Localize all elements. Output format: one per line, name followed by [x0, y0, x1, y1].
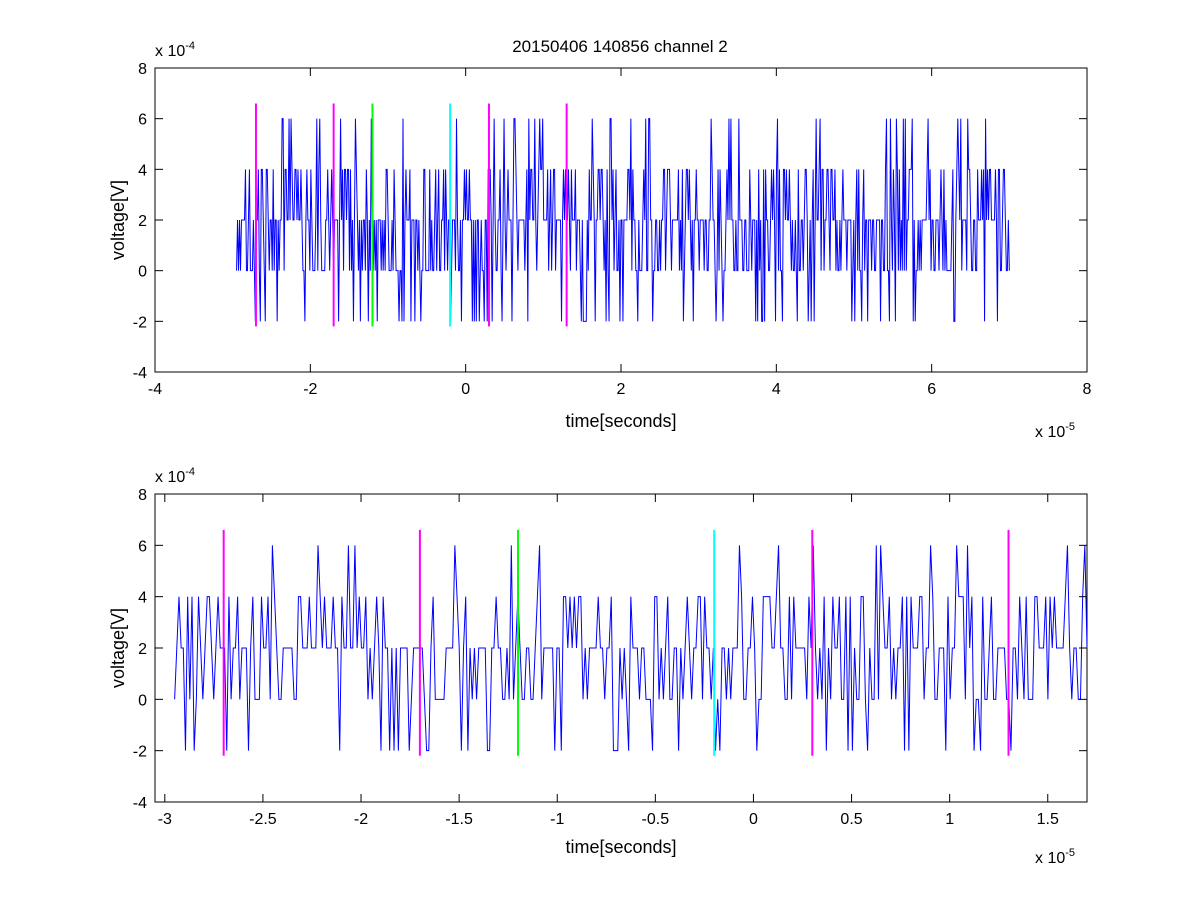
- plot-bottom-x-ticks: -3 -2.5 -2 -1.5 -1 -0.5 0 0.5 1 1.5: [158, 494, 1059, 828]
- y-tick-label: -4: [133, 365, 147, 382]
- y-tick-label: 8: [138, 61, 147, 78]
- signal-series-line: [236, 118, 1010, 322]
- plot-bottom-signal-layer: [174, 545, 1088, 752]
- x-tick-label: -1: [550, 811, 564, 828]
- plot-top-signal-layer: [236, 118, 1010, 322]
- x-tick-label: -2.5: [249, 811, 277, 828]
- y-tick-label: 2: [138, 213, 147, 230]
- plot-bottom-y-ticks: -4 -2 0 2 4 6 8: [133, 487, 1087, 812]
- figure-title: 20150406 140856 channel 2: [512, 37, 728, 56]
- y-tick-label: 0: [138, 264, 147, 281]
- y-tick-label: -2: [133, 744, 147, 761]
- x-tick-label: 1: [945, 811, 954, 828]
- x-tick-label: -3: [158, 811, 172, 828]
- y-tick-label: -2: [133, 314, 147, 331]
- y-tick-label: -4: [133, 795, 147, 812]
- x-tick-label: -2: [303, 381, 317, 398]
- plot-top-x-ticks: -4 -2 0 2 4 6 8: [148, 68, 1092, 398]
- x-tick-label: -0.5: [642, 811, 670, 828]
- plot-top-markers-layer: [254, 103, 568, 327]
- y-tick-label: 6: [138, 538, 147, 555]
- y-tick-label: 8: [138, 487, 147, 504]
- plot-top: -4 -2 0 2 4 6 8 -4 -2 0 2 4 6 8 time[seconds] voltag…: [108, 40, 1092, 441]
- x-tick-label: 0: [461, 381, 470, 398]
- signal-series-line: [174, 545, 1088, 752]
- y-tick-label: 0: [138, 692, 147, 709]
- plot-top-x-exponent: x 10-5: [1035, 421, 1075, 441]
- plot-bottom: -3 -2.5 -2 -1.5 -1 -0.5 0 0.5 1 1.5 -4 -2 0 2 4 6 8 tim…: [108, 466, 1088, 867]
- x-tick-label: -1.5: [445, 811, 473, 828]
- x-tick-label: 4: [772, 381, 781, 398]
- y-tick-label: 6: [138, 112, 147, 129]
- y-tick-label: 4: [138, 162, 147, 179]
- plot-top-y-exponent: x 10-4: [155, 40, 195, 60]
- y-tick-label: 4: [138, 590, 147, 607]
- y-tick-label: 2: [138, 641, 147, 658]
- x-tick-label: -4: [148, 381, 162, 398]
- x-tick-label: 0: [749, 811, 758, 828]
- plot-top-xlabel: time[seconds]: [565, 411, 676, 431]
- plot-bottom-xlabel: time[seconds]: [565, 837, 676, 857]
- x-tick-label: 0.5: [840, 811, 862, 828]
- plot-top-y-ticks: -4 -2 0 2 4 6 8: [133, 61, 1087, 382]
- x-tick-label: 1.5: [1037, 811, 1059, 828]
- plot-bottom-ylabel: voltage[V]: [108, 608, 128, 688]
- x-tick-label: 6: [927, 381, 936, 398]
- plot-top-ylabel: voltage[V]: [108, 180, 128, 260]
- plot-bottom-y-exponent: x 10-4: [155, 466, 195, 486]
- x-tick-label: 8: [1083, 381, 1092, 398]
- plot-bottom-x-exponent: x 10-5: [1035, 847, 1075, 867]
- plot-bottom-markers-layer: [222, 529, 1010, 756]
- x-tick-label: 2: [617, 381, 626, 398]
- x-tick-label: -2: [354, 811, 368, 828]
